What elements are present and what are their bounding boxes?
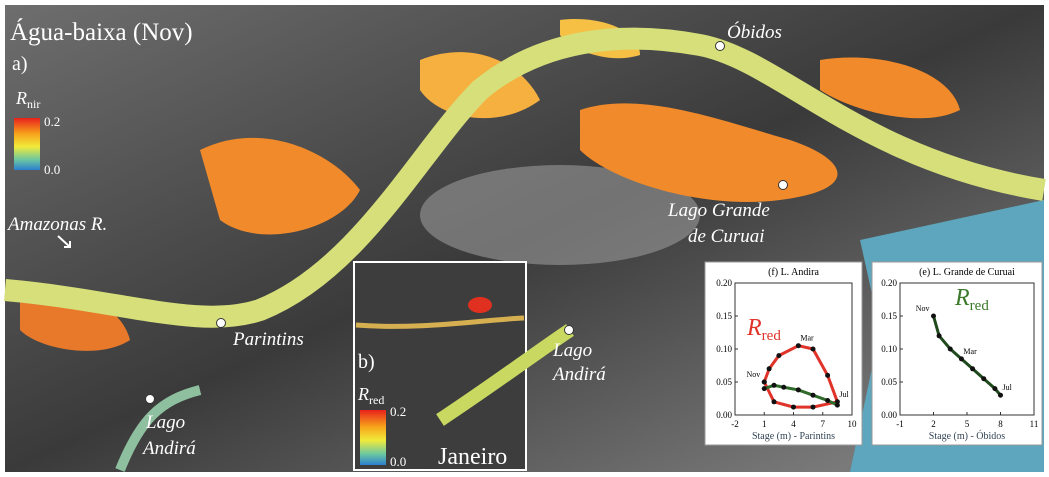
figure: Água-baixa (Nov) a) Rnir 0.2 0.0 Óbidos … [0, 0, 1049, 477]
point [981, 376, 986, 381]
point [776, 353, 781, 358]
place-label: Óbidos [727, 21, 782, 43]
colorbar [360, 410, 386, 465]
x-tick-label: 1 [762, 419, 767, 429]
patch [468, 297, 492, 313]
point [762, 380, 767, 385]
panel-label: a) [12, 53, 28, 75]
place-label: Andirá [551, 364, 606, 385]
y-tick-label: 0.05 [881, 377, 897, 387]
point [835, 403, 840, 408]
x-tick-label: -2 [731, 419, 739, 429]
month-label: Janeiro [438, 444, 507, 470]
map-title: Água-baixa (Nov) [10, 18, 193, 46]
y-tick-label: 0.00 [881, 410, 897, 420]
y-tick-label: 0.20 [716, 278, 732, 288]
point [791, 405, 796, 410]
place-label: Lago Grande [667, 200, 770, 221]
point-label: Nov [746, 370, 760, 379]
x-tick-label: 11 [1030, 419, 1039, 429]
point-label: Jul [1003, 383, 1013, 392]
point [931, 314, 936, 319]
point-label: Mar [800, 334, 814, 343]
point-label: Jul [839, 390, 849, 399]
site-marker [146, 395, 155, 404]
place-label: Lago [552, 340, 592, 361]
y-tick-label: 0.10 [881, 344, 897, 354]
x-tick-label: 8 [998, 419, 1003, 429]
point [762, 386, 767, 391]
x-tick-label: 10 [848, 419, 858, 429]
y-tick-label: 0.00 [716, 410, 732, 420]
place-label: Lago [145, 412, 185, 433]
x-axis-label: Stage (m) - Óbidos [929, 430, 1005, 442]
point [937, 333, 942, 338]
x-tick-label: 7 [821, 419, 826, 429]
x-tick-label: 5 [965, 419, 970, 429]
site-marker [716, 42, 725, 51]
point [992, 386, 997, 391]
y-tick-label: 0.15 [716, 311, 732, 321]
x-tick-label: 4 [791, 419, 796, 429]
point [767, 366, 772, 371]
point [772, 383, 777, 388]
colorbar-max: 0.2 [44, 114, 60, 129]
point-label: Nov [916, 304, 930, 313]
point [811, 347, 816, 352]
y-tick-label: 0.05 [716, 377, 732, 387]
site-marker [565, 326, 574, 335]
x-tick-label: 2 [931, 419, 936, 429]
chart-title: (f) L. Andira [768, 267, 819, 278]
point [825, 373, 830, 378]
y-tick-label: 0.15 [881, 311, 897, 321]
point [959, 356, 964, 361]
colorbar [14, 118, 40, 170]
point [998, 393, 1003, 398]
point [970, 366, 975, 371]
point [825, 398, 830, 403]
chart-title: (e) L. Grande de Curuai [919, 267, 1015, 278]
point [811, 393, 816, 398]
place-label: de Curuai [688, 226, 765, 247]
site-marker [779, 181, 788, 190]
place-label: Amazonas R. [6, 214, 107, 235]
point [796, 387, 801, 392]
y-tick-label: 0.20 [881, 278, 897, 288]
point [796, 343, 801, 348]
point-label: Mar [963, 347, 977, 356]
colorbar-min: 0.0 [390, 454, 406, 469]
x-tick-label: -1 [896, 419, 904, 429]
point [781, 385, 786, 390]
place-label: Andirá [141, 438, 196, 459]
x-axis-label: Stage (m) - Parintins [752, 431, 835, 442]
site-marker [217, 319, 226, 328]
point [772, 399, 777, 404]
point [948, 347, 953, 352]
place-label: Parintins [232, 329, 304, 350]
y-tick-label: 0.10 [716, 344, 732, 354]
point [811, 405, 816, 410]
colorbar-max: 0.2 [390, 404, 406, 419]
colorbar-min: 0.0 [44, 162, 60, 177]
panel-label: b) [358, 351, 375, 373]
